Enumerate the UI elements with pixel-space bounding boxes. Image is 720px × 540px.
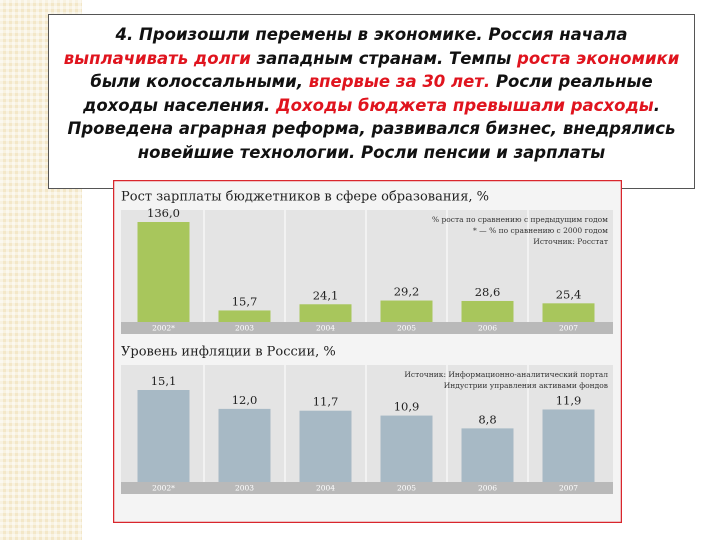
bar: [461, 428, 514, 482]
charts-image: Рост зарплаты бюджетников в сфере образо…: [113, 180, 622, 523]
note: Индустрии управления активами фондов: [444, 381, 608, 390]
plot-area: [121, 365, 613, 494]
text-segment: 4. Произошли перемены в экономике. Росси…: [115, 25, 628, 44]
category-label: 2005: [397, 324, 416, 333]
text-segment: западным странам. Темпы: [250, 48, 518, 68]
bar: [137, 222, 190, 322]
text-segment: Росли реальные доходы населения.: [83, 72, 653, 115]
text-segment: были колоссальными,: [90, 72, 309, 91]
value-label: 11,7: [313, 395, 339, 409]
note: % роста по сравнению с предыдущим годом: [432, 215, 608, 224]
value-label: 10,9: [394, 400, 420, 414]
category-label: 2003: [235, 324, 254, 333]
chart-title: Рост зарплаты бюджетников в сфере образо…: [121, 190, 489, 205]
category-label: 2004: [316, 324, 335, 333]
category-label: 2007: [559, 324, 578, 333]
text-segment: роста экономики: [517, 48, 680, 68]
note: Источник: Информационно-аналитический по…: [404, 370, 608, 379]
text-box: 4. Произошли перемены в экономике. Росси…: [48, 14, 695, 189]
bar: [137, 390, 190, 482]
category-label: 2005: [397, 484, 416, 493]
text-segment: . Проведена аграрная реформа, развивался…: [67, 95, 676, 162]
bar: [542, 409, 595, 482]
plot-area: [121, 210, 613, 334]
value-label: 12,0: [232, 393, 258, 407]
text-segment: выплачивать долги: [63, 48, 251, 68]
category-label: 2004: [316, 484, 335, 493]
category-label: 2007: [559, 484, 578, 493]
note: * — % по сравнению с 2000 годом: [473, 226, 608, 235]
category-band: [121, 322, 613, 334]
category-label: 2006: [478, 324, 497, 333]
bar: [299, 304, 352, 322]
value-label: 29,2: [394, 285, 420, 299]
bar: [299, 410, 352, 482]
category-band: [121, 482, 613, 494]
value-label: 15,1: [151, 374, 177, 388]
category-label: 2006: [478, 484, 497, 493]
category-label: 2002*: [152, 484, 175, 493]
value-label: 15,7: [232, 294, 258, 308]
note: Источник: Росстат: [533, 237, 608, 246]
bar: [542, 303, 595, 322]
bar: [218, 408, 271, 482]
bar: [380, 300, 433, 322]
category-label: 2002*: [152, 324, 175, 333]
value-label: 8,8: [478, 412, 496, 426]
value-label: 136,0: [147, 206, 180, 220]
value-label: 24,1: [313, 288, 339, 302]
text-segment: впервые за 30 лет.: [308, 72, 491, 91]
value-label: 11,9: [556, 393, 582, 407]
value-label: 25,4: [556, 287, 582, 301]
bar: [380, 415, 433, 482]
bar: [218, 310, 271, 322]
value-label: 28,6: [475, 285, 501, 299]
chart-title: Уровень инфляции в России, %: [121, 345, 336, 360]
text-segment: Доходы бюджета превышали расходы: [275, 95, 654, 115]
bar: [461, 300, 514, 322]
category-label: 2003: [235, 484, 254, 493]
